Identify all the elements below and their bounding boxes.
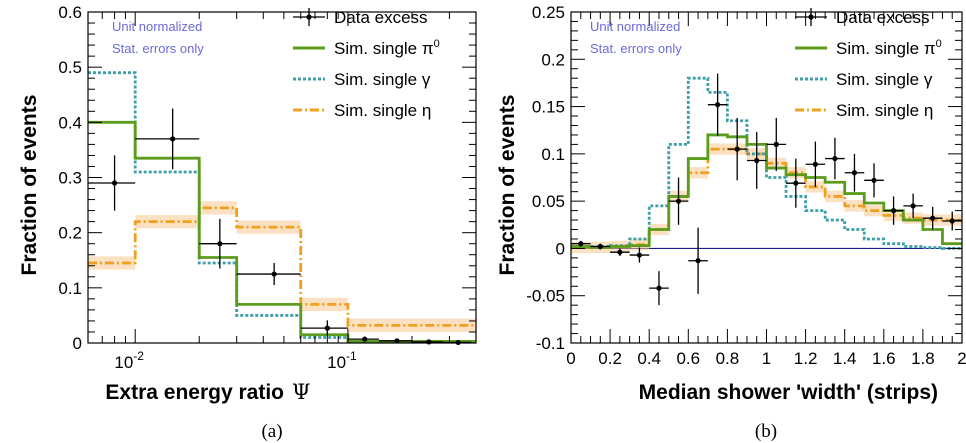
chart-b-xtick-label-10: 2 [957,349,966,368]
chart-a-xtick-label-exp-1: -1 [346,349,357,363]
chart-a-data-point-6 [394,338,400,344]
chart-b-legend-data-marker [808,14,814,20]
chart-a-ytick-label-0: 0 [73,334,82,353]
chart-a-xtick-label-0: 10-2 [114,349,144,372]
chart-b-data-point-11 [793,180,799,186]
chart-b-legend-gamma-label: Sim. single γ [836,70,933,89]
chart-b-data-point-7 [715,102,721,108]
chart-a-ytick-label-6: 0.6 [58,3,82,22]
chart-b-ytick-label-3: 0.05 [532,192,565,211]
chart-a-ylabel: Fraction of events [18,95,41,276]
chart-a-ytick-label-5: 0.5 [58,58,82,77]
chart-a-xlabel-symbol: Ψ [292,380,310,404]
chart-a-eta-band-2 [199,201,237,215]
chart-b-xtick-label-1: 0.2 [598,349,622,368]
chart-b-ylabel: Fraction of events [496,95,519,276]
chart-b-data-point-15 [871,177,877,183]
chart-a-data-point-5 [362,336,368,342]
chart-b-xtick-label-9: 1.8 [911,349,935,368]
chart-b-data-point-5 [675,198,682,204]
chart-a-xlabel: Extra energy ratio [105,381,284,404]
chart-b-legend-eta-label: Sim. single η [836,101,933,120]
chart-b-legend: Data excess Sim. single π0 Sim. single γ… [795,8,942,120]
chart-a-data-point-3 [271,271,277,277]
chart-b-data-point-1 [597,243,603,250]
chart-b-data-point-19 [949,218,955,224]
chart-b-note-1: Stat. errors only [590,41,682,56]
chart-b-xtick-label-4: 0.8 [716,349,740,368]
chart-b-ytick-label-5: 0.15 [532,98,565,117]
chart-a-note-0: Unit normalized [112,19,202,34]
chart-b-xtick-label-7: 1.4 [833,349,857,368]
chart-b-panel-label: (b) [755,421,777,442]
chart-a-plot: 00.10.20.30.40.50.610-2 10-1 [58,3,477,372]
chart-a-xtick-label-base-0: 10 [114,353,133,372]
chart-b-data-point-13 [832,155,838,162]
chart-b-xtick-label-8: 1.6 [872,349,896,368]
chart-a-data-point-7 [426,339,432,345]
chart-a-data-point-2 [217,241,223,247]
chart-a-ytick-label-3: 0.3 [58,169,82,188]
chart-b-xtick-label-6: 1.2 [794,349,818,368]
chart-b-ytick-label-6: 0.2 [541,50,565,69]
chart-a-data-point-1 [170,136,176,142]
chart-a-legend-data-label: Data excess [334,8,428,27]
chart-b-data-point-16 [890,208,897,214]
chart-a-ytick-label-1: 0.1 [58,279,82,298]
chart-b-xtick-label-3: 0.6 [676,349,700,368]
chart-b-plot: -0.1 -0.05 0 0.05 0.1 0.15 0.2 0.25 0 0.2 0.4 0.6 0.… [526,3,966,368]
chart-b-ytick-label-2: 0 [556,239,565,258]
chart-b-legend-pi0-sup: 0 [936,38,942,50]
chart-a-legend-pi0-sup: 0 [434,38,440,50]
chart-a-legend-pi0-label: Sim. single π0 [334,38,440,58]
chart-a-legend-eta-label: Sim. single η [334,101,431,120]
chart-a-legend-data-marker [306,14,312,20]
chart-panel-a: 00.10.20.30.40.50.610-2 10-1 Fraction of … [18,3,477,442]
chart-b-ytick-label-7: 0.25 [532,3,565,22]
chart-b-data-point-8 [734,146,740,152]
chart-b-data-point-12 [812,161,818,167]
chart-b-data-point-14 [851,170,858,176]
chart-b-data-point-6 [695,258,701,264]
chart-panel-b: -0.1 -0.05 0 0.05 0.1 0.15 0.2 0.25 0 0.2 0.4 0.6 0.… [496,3,966,442]
chart-b-frame [570,11,963,344]
chart-a-ytick-label-4: 0.4 [58,113,82,132]
chart-a-data-point-4 [324,325,330,331]
chart-a-panel-label: (a) [261,421,282,442]
chart-b-legend-pi0-label: Sim. single π0 [836,38,942,58]
chart-a-frame [87,11,477,344]
chart-a-xtick-label-exp-0: -2 [133,349,144,363]
chart-b-data-point-17 [910,203,916,209]
chart-b-note-0: Unit normalized [590,19,680,34]
chart-b-data-point-2 [617,249,623,255]
chart-b-data-point-4 [656,285,662,291]
chart-b-xlabel: Median shower 'width' (strips) [639,381,938,404]
chart-b-xtick-label-2: 0.4 [637,349,661,368]
chart-b-ytick-label-4: 0.1 [541,145,565,164]
chart-b-data-point-0 [578,241,584,247]
chart-a-eta-band-4 [300,297,348,312]
chart-a-data-point-0 [111,180,118,186]
chart-a-legend-gamma-label: Sim. single γ [334,70,431,89]
chart-b-gamma-histogram [571,76,962,250]
chart-a-xtick-label-base-1: 10 [327,353,346,372]
chart-a-eta-histogram [88,206,476,327]
chart-a-xtick-label-1: 10-1 [327,349,357,372]
chart-b-eta-band-6 [688,167,708,179]
chart-b-xtick-label-0: 0 [566,349,575,368]
chart-a-note-1: Stat. errors only [112,41,204,56]
chart-b-ytick-label-0: -0.1 [536,334,565,353]
chart-a-legend: Data excess Sim. single π0 Sim. single γ… [293,8,440,120]
chart-b-data-point-3 [636,252,643,258]
chart-b-pi0-histogram [571,133,962,249]
chart-b-data-point-18 [930,215,936,221]
chart-b-ytick-label-1: -0.05 [526,287,565,306]
chart-b-legend-data-label: Data excess [836,8,930,27]
chart-b-data-point-9 [754,157,760,164]
chart-b-xtick-label-5: 1 [762,349,771,368]
chart-a-ytick-label-2: 0.2 [58,224,82,243]
chart-b-data-point-10 [773,141,779,147]
